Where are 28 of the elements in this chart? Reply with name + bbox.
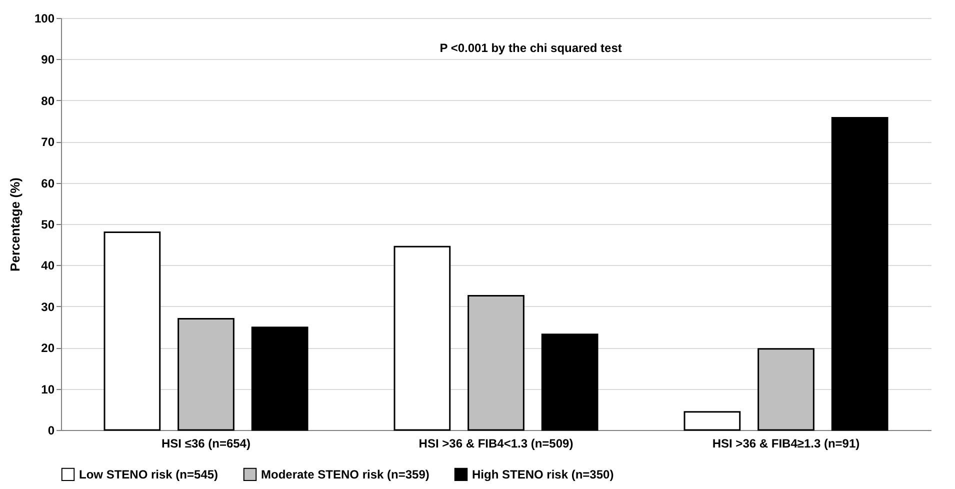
y-tick-label: 90 bbox=[41, 52, 55, 67]
annotation: P <0.001 by the chi squared test bbox=[440, 41, 622, 55]
bar bbox=[758, 348, 814, 431]
y-tick-label: 40 bbox=[41, 258, 55, 273]
y-tick-label: 10 bbox=[41, 382, 55, 396]
bar bbox=[104, 231, 161, 431]
y-tick-label: 100 bbox=[34, 12, 55, 26]
x-tick-label: HSI ≤36 (n=654) bbox=[162, 436, 250, 450]
bar bbox=[684, 411, 741, 431]
y-tick-label: 60 bbox=[41, 176, 55, 190]
legend-label: High STENO risk (n=350) bbox=[472, 467, 614, 482]
bar bbox=[831, 116, 888, 431]
bar bbox=[394, 246, 451, 431]
legend-label: Moderate STENO risk (n=359) bbox=[261, 467, 430, 482]
y-axis-title: Percentage (%) bbox=[7, 178, 22, 272]
bar bbox=[541, 334, 598, 431]
bar bbox=[468, 294, 524, 431]
bar bbox=[178, 318, 234, 431]
y-tick-label: 70 bbox=[41, 135, 55, 150]
y-tick-label: 0 bbox=[48, 424, 55, 438]
legend-label: Low STENO risk (n=545) bbox=[79, 467, 218, 482]
x-tick-label: HSI >36 & FIB4<1.3 (n=509) bbox=[418, 436, 574, 450]
x-tick-label: HSI >36 & FIB4≥1.3 (n=91) bbox=[712, 436, 860, 450]
y-tick-label: 80 bbox=[41, 94, 55, 108]
bar bbox=[251, 326, 308, 431]
y-tick-label: 50 bbox=[41, 218, 55, 232]
y-tick-label: 20 bbox=[41, 341, 55, 356]
y-tick-label: 30 bbox=[41, 300, 55, 314]
